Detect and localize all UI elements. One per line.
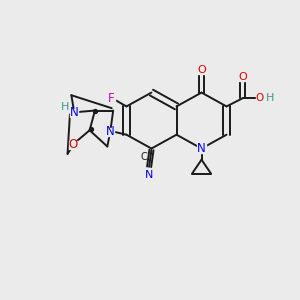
Text: N: N <box>145 170 153 180</box>
Bar <box>69 141 78 149</box>
Bar <box>197 144 206 153</box>
Text: N: N <box>70 106 79 119</box>
Text: H: H <box>61 102 70 112</box>
Bar <box>238 73 247 81</box>
Bar <box>256 94 265 102</box>
Text: C: C <box>140 152 147 162</box>
Text: H: H <box>266 93 274 103</box>
Bar <box>106 128 114 136</box>
Bar <box>197 66 206 74</box>
Text: N: N <box>197 142 206 155</box>
Text: F: F <box>108 92 114 105</box>
Text: O: O <box>69 139 78 152</box>
Text: O: O <box>197 65 206 75</box>
Bar <box>145 171 153 179</box>
Bar <box>70 109 79 117</box>
Text: O: O <box>238 72 247 82</box>
Text: N: N <box>106 125 115 138</box>
Bar <box>107 94 115 102</box>
Text: O: O <box>255 93 264 103</box>
